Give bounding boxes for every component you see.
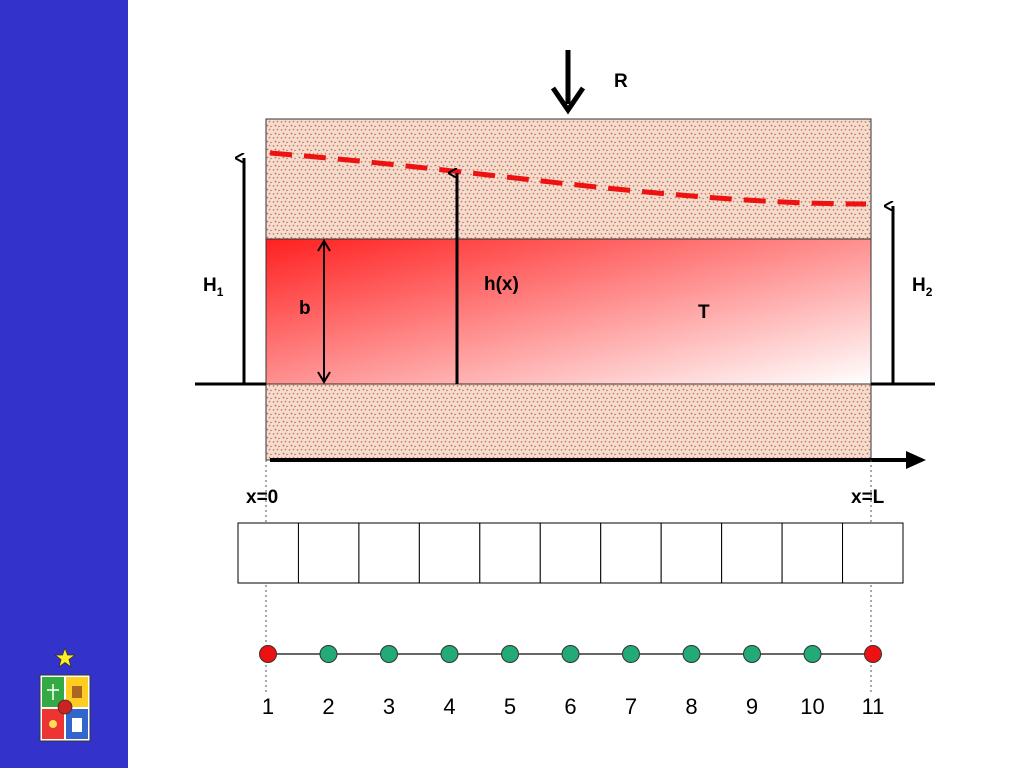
interior-node [682, 645, 701, 663]
x-end-label: x=L [851, 487, 885, 508]
bottom-soil-layer [265, 383, 872, 461]
interior-node [319, 645, 338, 663]
transmissivity-label: T [698, 302, 710, 323]
x-start-label: x=0 [246, 487, 278, 508]
university-crest-icon [39, 674, 91, 742]
interior-node [380, 645, 398, 663]
interior-node [622, 645, 640, 663]
node-chain: 1 2 3 4 5 6 7 8 9 10 11 [259, 645, 885, 719]
star-icon [53, 646, 77, 669]
head-x-label: h(x) [484, 274, 519, 295]
head-right-label: H2 [912, 275, 933, 299]
grid-cell [600, 522, 662, 584]
grid-cell [358, 522, 420, 584]
interior-node [561, 645, 580, 663]
grid-cell [539, 522, 602, 584]
grid-cell [721, 522, 783, 584]
boundary-node [864, 645, 882, 663]
node-number-label: 7 [625, 694, 637, 719]
crest-logo [39, 646, 91, 742]
top-soil-layer [265, 118, 872, 240]
grid-cell [237, 522, 299, 584]
interior-node [803, 645, 822, 663]
recharge-label: R [614, 71, 628, 92]
x-axis-arrow [270, 451, 926, 469]
interior-node [743, 645, 761, 663]
thickness-label: b [299, 298, 311, 319]
sidebar-band [0, 0, 128, 768]
piezometric-head-line [269, 150, 867, 207]
grid-cell [660, 522, 723, 584]
node-number-label: 11 [862, 694, 885, 719]
node-number-label: 10 [800, 694, 824, 719]
node-number-label: 5 [504, 694, 516, 719]
node-number-label: 9 [746, 694, 758, 719]
interior-node [501, 645, 519, 663]
node-number-label: 3 [383, 694, 395, 719]
confined-aquifer [265, 238, 872, 385]
grid-cell [479, 522, 541, 584]
recharge-arrow [550, 50, 586, 115]
grid-cell [418, 522, 481, 584]
node-number-label: 6 [564, 694, 576, 719]
boundary-node [259, 645, 277, 663]
interior-node [440, 645, 459, 663]
grid-cell [297, 522, 360, 584]
grid-cell [842, 522, 904, 584]
grid-cell [781, 522, 844, 584]
node-number-label: 2 [322, 694, 334, 719]
node-number-label: 1 [262, 694, 274, 719]
discretization-grid [237, 522, 904, 584]
node-number-label: 8 [685, 694, 697, 719]
thickness-arrow [317, 239, 331, 384]
head-left-label: H1 [203, 275, 224, 299]
node-number-label: 4 [443, 694, 455, 719]
